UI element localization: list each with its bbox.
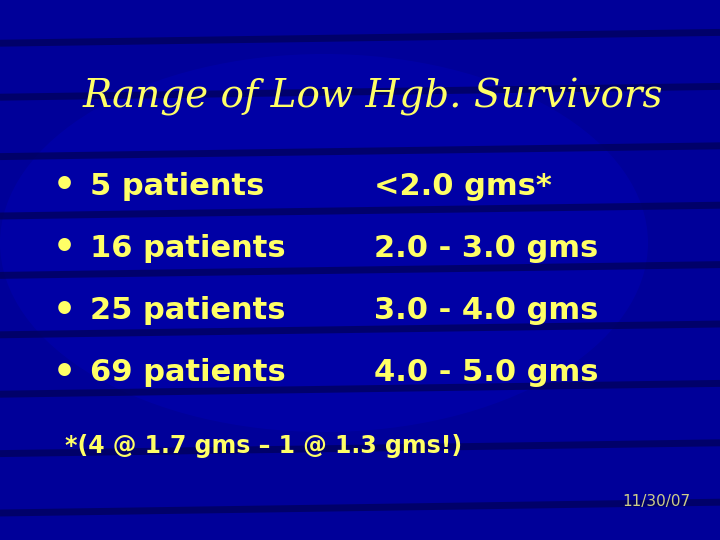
- Text: 4.0 - 5.0 gms: 4.0 - 5.0 gms: [374, 358, 599, 387]
- Text: 16 patients: 16 patients: [90, 234, 286, 263]
- Text: •: •: [53, 170, 76, 203]
- Text: *(4 @ 1.7 gms – 1 @ 1.3 gms!): *(4 @ 1.7 gms – 1 @ 1.3 gms!): [65, 434, 462, 457]
- Ellipse shape: [0, 54, 648, 432]
- Text: 11/30/07: 11/30/07: [623, 494, 691, 509]
- Text: 2.0 - 3.0 gms: 2.0 - 3.0 gms: [374, 234, 598, 263]
- Text: •: •: [53, 232, 76, 265]
- Text: Range of Low Hgb. Survivors: Range of Low Hgb. Survivors: [83, 78, 663, 116]
- Text: 69 patients: 69 patients: [90, 358, 286, 387]
- Text: 5 patients: 5 patients: [90, 172, 264, 201]
- Text: 25 patients: 25 patients: [90, 296, 286, 325]
- Text: •: •: [53, 294, 76, 327]
- Text: <2.0 gms*: <2.0 gms*: [374, 172, 552, 201]
- Text: •: •: [53, 356, 76, 389]
- Text: 3.0 - 4.0 gms: 3.0 - 4.0 gms: [374, 296, 599, 325]
